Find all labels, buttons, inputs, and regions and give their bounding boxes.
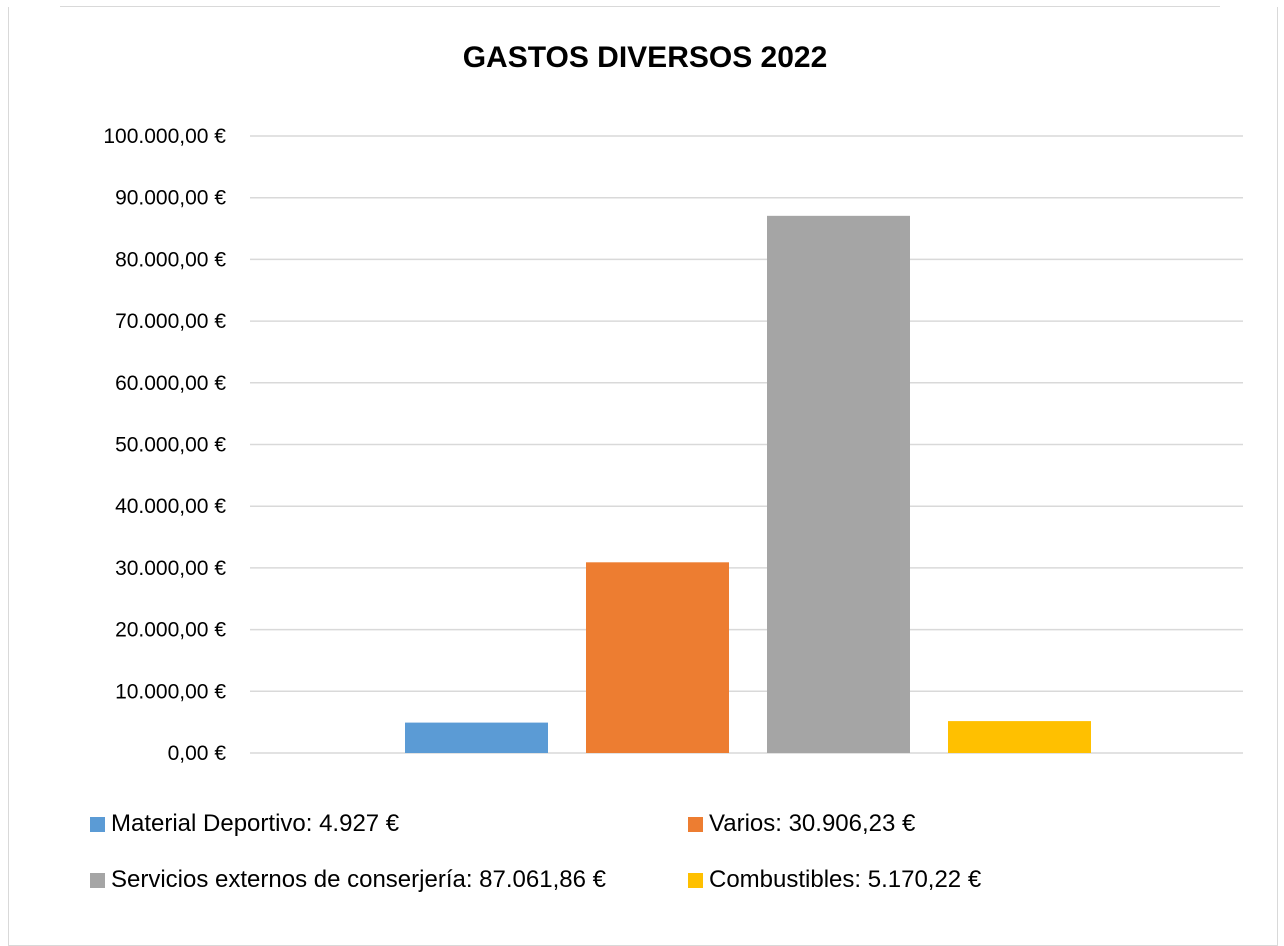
frame-gap-left [8,0,60,7]
legend: Material Deportivo: 4.927 € Varios: 30.9… [90,810,1190,920]
y-tick-label: 40.000,00 € [115,495,226,518]
legend-swatch [688,872,703,888]
bar-3 [948,721,1091,753]
legend-label: Combustibles: 5.170,22 € [709,866,982,893]
legend-item-varios: Varios: 30.906,23 € [688,810,915,838]
bar-chart: GASTOS DIVERSOS 2022 0,00 € 10.000,00 € 20… [103,41,1243,765]
bars [405,215,1091,754]
y-tick-label: 0,00 € [168,742,227,765]
legend-label: Servicios externos de conserjería: 87.06… [111,866,606,893]
gridlines [250,135,1243,754]
bar-1 [586,562,729,753]
legend-label: Material Deportivo: 4.927 € [111,810,400,837]
legend-label: Varios: 30.906,23 € [709,810,916,837]
frame-gap-right [1220,0,1278,7]
y-tick-label: 70.000,00 € [115,310,226,333]
legend-swatch [688,816,703,832]
legend-item-material-deportivo: Material Deportivo: 4.927 € [90,810,399,838]
bar-0 [405,722,548,753]
y-tick-label: 80.000,00 € [115,248,226,271]
legend-item-servicios-conserjeria: Servicios externos de conserjería: 87.06… [90,866,606,894]
y-tick-label: 60.000,00 € [115,372,226,395]
chart-frame [8,6,1278,946]
legend-swatch [90,816,105,832]
y-tick-label: 90.000,00 € [115,187,226,210]
y-tick-label: 50.000,00 € [115,434,226,457]
y-tick-label: 20.000,00 € [115,619,226,642]
y-tick-label: 30.000,00 € [115,557,226,580]
bar-2 [767,215,910,754]
chart-title: GASTOS DIVERSOS 2022 [463,41,828,74]
y-axis-ticks: 0,00 € 10.000,00 € 20.000,00 € 30.000,00 € 4… [103,125,226,765]
legend-swatch [90,872,105,888]
y-tick-label: 100.000,00 € [103,125,226,148]
legend-item-combustibles: Combustibles: 5.170,22 € [688,866,981,894]
y-tick-label: 10.000,00 € [115,680,226,703]
